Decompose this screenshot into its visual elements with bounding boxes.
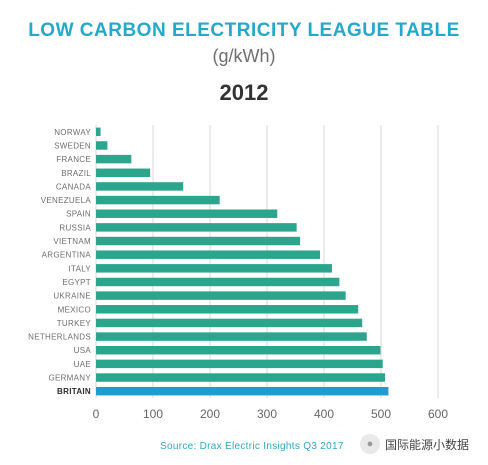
wechat-icon: ● [360, 434, 380, 454]
category-label-norway: NORWAY [54, 128, 91, 137]
category-label-italy: ITALY [68, 264, 91, 273]
category-label-turkey: TURKEY [57, 319, 92, 328]
category-label-argentina: ARGENTINA [42, 251, 92, 260]
watermark-text: 国际能源小数据 [385, 437, 470, 452]
bar-mexico [96, 305, 359, 314]
bar-sweden [96, 141, 108, 150]
category-label-france: FRANCE [56, 155, 91, 164]
x-tick-label: 600 [428, 407, 448, 421]
source-note: Source: Drax Electric Insights Q3 2017 [160, 441, 344, 452]
category-label-sweden: SWEDEN [54, 141, 91, 150]
x-tick-label: 100 [143, 407, 163, 421]
bar-vietnam [96, 236, 301, 246]
category-label-ukraine: UKRAINE [53, 292, 91, 301]
chart-title: LOW CARBON ELECTRICITY LEAGUE TABLE [28, 20, 460, 41]
x-tick-label: 200 [200, 407, 220, 421]
watermark: ● 国际能源小数据 [360, 434, 469, 454]
category-label-usa: USA [74, 346, 92, 355]
chart-year: 2012 [219, 80, 269, 105]
bars [96, 127, 389, 396]
category-label-netherlands: NETHERLANDS [28, 333, 91, 342]
category-label-russia: RUSSIA [59, 223, 91, 232]
chart-unit: (g/kWh) [212, 46, 276, 66]
bar-uae [96, 359, 383, 369]
x-tick-label: 0 [93, 407, 100, 421]
bar-venezuela [96, 195, 220, 205]
category-label-britain: BRITAIN [57, 387, 91, 396]
category-label-mexico: MEXICO [58, 305, 91, 314]
category-label-vietnam: VIETNAM [53, 237, 91, 246]
category-label-spain: SPAIN [66, 210, 91, 219]
x-tick-label: 500 [371, 407, 391, 421]
bar-netherlands [96, 332, 367, 341]
x-axis-ticks: 0 100 200 300 400 500 600 [93, 407, 449, 421]
bar-usa [96, 345, 381, 355]
bar-turkey [96, 318, 363, 328]
category-label-egypt: EGYPT [62, 278, 91, 287]
category-label-venezuela: VENEZUELA [41, 196, 92, 205]
bar-russia [96, 223, 297, 232]
grid-lines [95, 125, 439, 398]
bar-france [96, 154, 132, 164]
category-label-canada: CANADA [56, 182, 92, 191]
category-label-uae: UAE [74, 360, 91, 369]
bar-brazil [96, 168, 151, 178]
x-tick-label: 300 [257, 407, 277, 421]
bar-britain [96, 386, 389, 396]
bar-ukraine [96, 291, 346, 300]
bar-spain [96, 209, 278, 218]
bar-italy [96, 264, 332, 273]
category-labels: NORWAY SWEDEN FRANCE BRAZIL CANADA VENEZUELA S… [28, 128, 91, 396]
bar-egypt [96, 277, 340, 287]
bar-canada [96, 182, 184, 191]
bar-norway [96, 127, 101, 137]
category-label-germany: GERMANY [48, 374, 91, 383]
category-label-brazil: BRAZIL [61, 169, 91, 178]
x-tick-label: 400 [314, 407, 334, 421]
bar-argentina [96, 250, 321, 259]
bar-germany [96, 373, 385, 382]
